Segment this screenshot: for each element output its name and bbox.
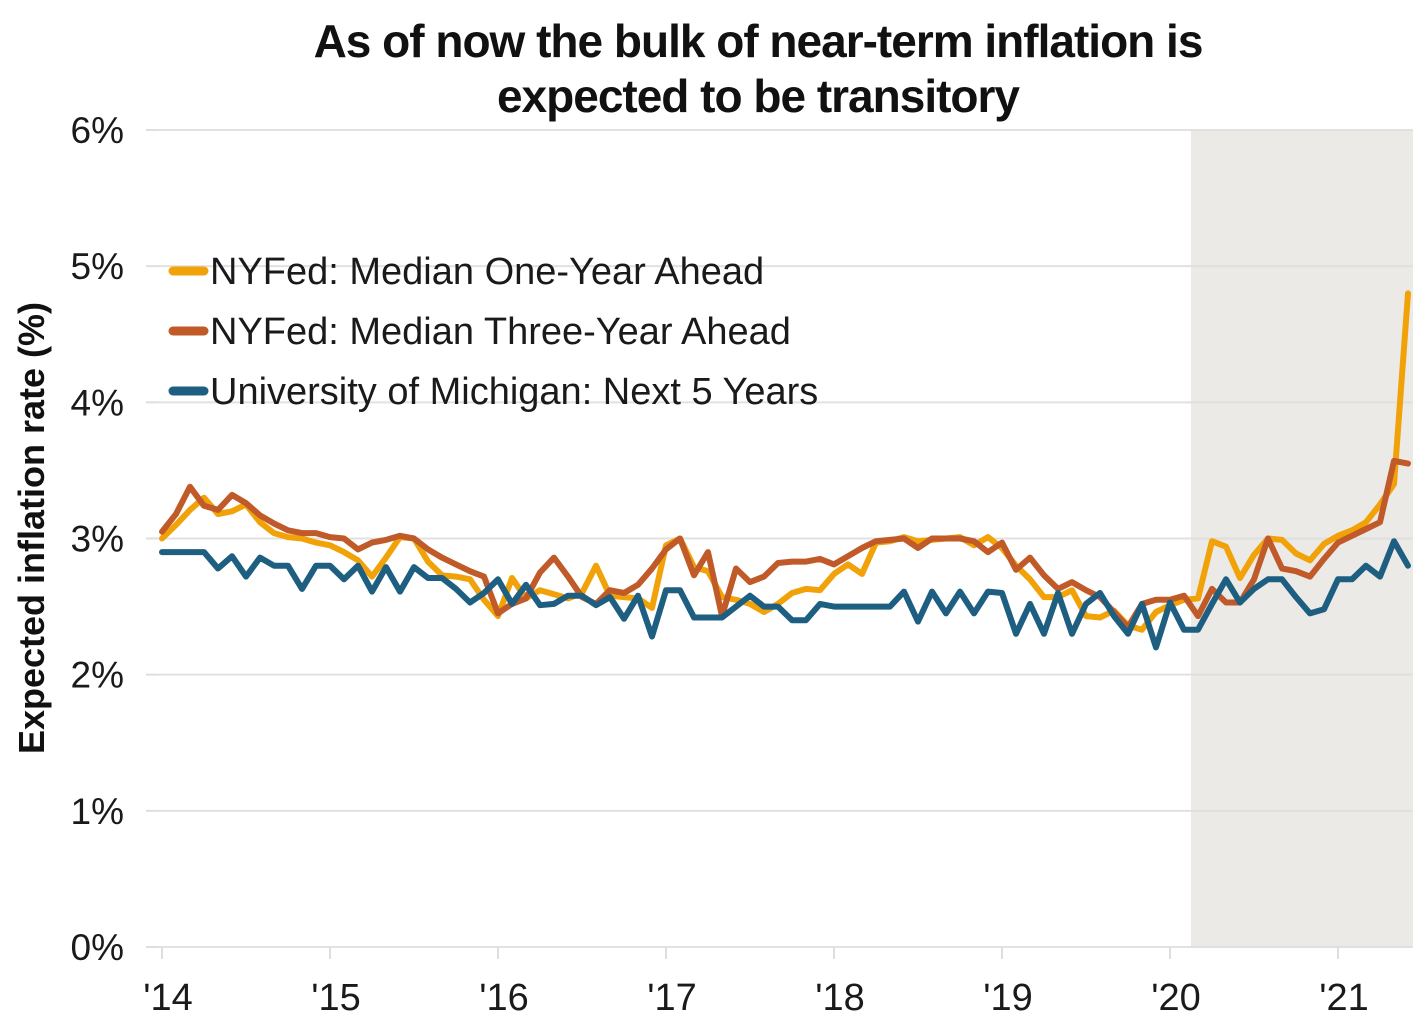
gridline-layer	[157, 129, 1413, 948]
axis-tick-layer: 0% 1% 2% 3% 4% 5% 6% '14 '15 '16 '17 '18 '19 '20 '21	[71, 110, 1369, 1019]
x-tick-label-'14: '14	[143, 977, 193, 1019]
legend-item-michigan: University of Michigan: Next 5 Years	[168, 371, 818, 413]
y-axis-title: Expected inflation rate (%)	[11, 302, 52, 754]
x-tick-label-'17: '17	[647, 977, 697, 1019]
x-tick-label-'20: '20	[1151, 977, 1201, 1019]
legend-label-three-year: NYFed: Median Three-Year Ahead	[210, 311, 791, 353]
y-tick-label-0%: 0%	[71, 927, 124, 968]
y-tick-label-3%: 3%	[71, 519, 124, 560]
x-tick-label-'18: '18	[815, 977, 865, 1019]
legend-item-three-year: NYFed: Median Three-Year Ahead	[168, 311, 791, 353]
legend-label-one-year: NYFed: Median One-Year Ahead	[210, 251, 764, 293]
y-tick-label-2%: 2%	[71, 655, 124, 696]
series-line-1	[159, 457, 1411, 630]
chart-title-line2: expected to be transitory	[497, 70, 1020, 122]
legend: NYFed: Median One-Year Ahead NYFed: Medi…	[168, 251, 818, 413]
series-line-2	[159, 538, 1411, 651]
y-tick-label-1%: 1%	[71, 791, 124, 832]
x-tick-label-'19: '19	[983, 977, 1033, 1019]
y-tick-label-6%: 6%	[71, 110, 124, 151]
legend-label-michigan: University of Michigan: Next 5 Years	[210, 371, 818, 413]
series-line-0	[159, 290, 1411, 633]
data-series-layer	[159, 290, 1411, 651]
y-tick-label-5%: 5%	[71, 246, 124, 287]
x-tick-label-'15: '15	[311, 977, 361, 1019]
x-tick-label-'21: '21	[1319, 977, 1369, 1019]
x-tick-label-'16: '16	[479, 977, 529, 1019]
chart-title-line1: As of now the bulk of near-term inflatio…	[314, 15, 1203, 67]
legend-item-one-year: NYFed: Median One-Year Ahead	[168, 251, 764, 293]
y-tick-label-4%: 4%	[71, 382, 124, 423]
